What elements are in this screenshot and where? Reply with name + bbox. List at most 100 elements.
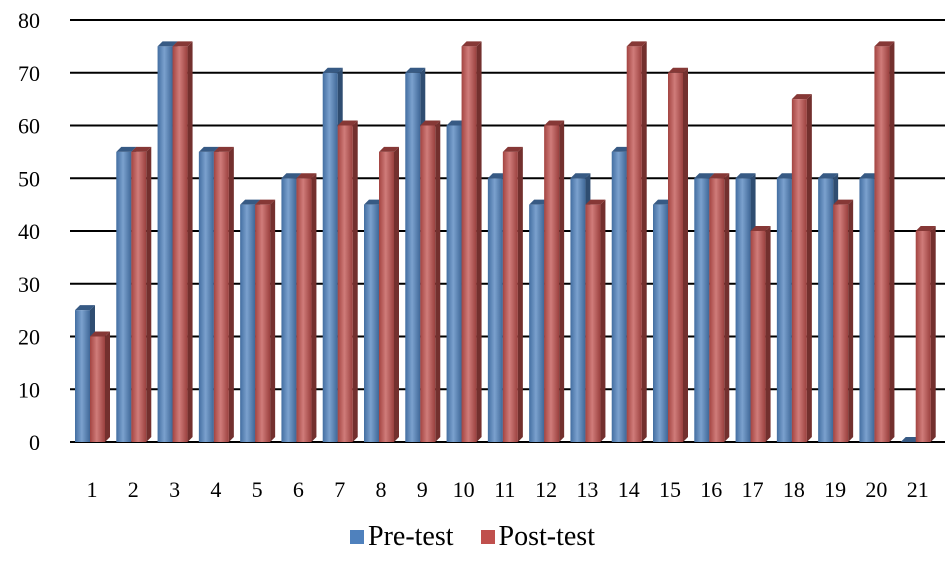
bar-side	[724, 173, 730, 442]
bar-top	[198, 146, 219, 152]
bar-top	[405, 67, 426, 73]
bar-post-test-18	[791, 94, 812, 442]
bar-side	[105, 331, 110, 442]
legend-label-pre-test: Pre-test	[368, 521, 454, 552]
bar-front	[281, 178, 297, 442]
bar-front	[859, 178, 875, 442]
bar-side	[930, 226, 936, 442]
legend-item-pre-test: Pre-test	[350, 521, 454, 553]
bar-post-test-6	[296, 173, 317, 442]
bar-top	[668, 67, 688, 73]
bar-post-test-13	[585, 199, 606, 442]
bar-top	[818, 173, 839, 179]
bar-front	[694, 178, 710, 442]
bar-post-test-14	[626, 41, 647, 442]
bar-front	[735, 178, 751, 442]
bar-front	[502, 151, 518, 442]
y-tick-label: 20	[18, 325, 40, 350]
bar-front	[750, 231, 766, 442]
bar-top	[296, 173, 317, 179]
x-tick-label: 9	[417, 477, 428, 502]
bar-post-test-1	[90, 331, 110, 442]
bar-front	[157, 46, 173, 442]
bar-front	[75, 310, 90, 442]
bar-top	[379, 146, 399, 152]
bar-front	[915, 231, 931, 442]
bar-top	[833, 199, 854, 205]
bar-front	[709, 178, 725, 442]
bar-side	[476, 41, 482, 442]
bar-top	[90, 331, 110, 337]
bar-front	[405, 72, 421, 442]
x-tick-label: 8	[376, 477, 387, 502]
x-tick-label: 12	[535, 477, 557, 502]
bar-post-test-7	[337, 120, 358, 442]
bar-front	[653, 204, 668, 442]
x-tick-label: 6	[293, 477, 304, 502]
bar-top	[915, 226, 936, 231]
x-tick-label: 3	[169, 477, 180, 502]
bar-top	[75, 305, 95, 311]
bar-post-test-20	[874, 41, 895, 442]
bar-top	[502, 146, 523, 152]
bar-top	[709, 173, 730, 179]
bar-post-test-12	[544, 120, 565, 442]
bar-post-test-8	[379, 146, 399, 442]
bar-front	[322, 72, 338, 442]
x-axis-tick-labels: 1 2 3 4 5 6 7 8 9 10 11 12 13 14 15 16 17 18 19 20 21	[87, 477, 929, 502]
bar-side	[559, 120, 565, 442]
bar-top	[337, 120, 358, 126]
bar-post-test-21	[915, 226, 936, 442]
x-tick-label: 13	[576, 477, 598, 502]
bar-post-test-16	[709, 173, 730, 442]
bar-front	[626, 46, 642, 442]
bar-front	[791, 99, 807, 442]
bar-post-test-15	[668, 67, 688, 442]
bar-side	[683, 67, 688, 442]
bar-post-test-5	[255, 199, 276, 442]
bar-front	[611, 151, 627, 442]
x-tick-label: 17	[742, 477, 764, 502]
x-tick-label: 18	[783, 477, 805, 502]
y-tick-label: 80	[18, 8, 40, 33]
bar-front	[529, 204, 545, 442]
bar-top	[626, 41, 647, 47]
bar-top	[240, 199, 261, 205]
bar-post-test-19	[833, 199, 854, 442]
bar-front	[487, 178, 503, 442]
bar-post-test-10	[461, 41, 482, 442]
bar-side	[848, 199, 854, 442]
bar-front	[833, 204, 849, 442]
bar-side	[600, 199, 606, 442]
legend-swatch-post-test	[480, 530, 495, 544]
y-tick-label: 30	[18, 272, 40, 297]
x-tick-label: 19	[824, 477, 846, 502]
y-tick-label: 70	[18, 61, 40, 86]
bar-top	[131, 146, 152, 152]
bar-front	[337, 125, 353, 442]
bar-top	[461, 41, 482, 47]
bar-front	[240, 204, 256, 442]
bar-top	[750, 226, 771, 231]
bar-side	[187, 41, 193, 442]
bar-side	[641, 41, 647, 442]
bar-front	[296, 178, 312, 442]
bar-side	[435, 120, 441, 442]
bar-front	[585, 204, 601, 442]
x-tick-label: 21	[907, 477, 929, 502]
x-tick-label: 1	[87, 477, 98, 502]
bar-front	[172, 46, 188, 442]
bar-front	[213, 151, 229, 442]
bar-top	[213, 146, 234, 152]
bar-side	[765, 226, 771, 442]
bar-side	[146, 146, 152, 442]
legend-label-post-test: Post-test	[498, 521, 595, 552]
bar-front	[570, 178, 586, 442]
bar-side	[311, 173, 317, 442]
bar-top	[116, 146, 137, 152]
bar-top	[791, 94, 812, 100]
x-tick-label: 15	[659, 477, 681, 502]
legend: Pre-test Post-test	[0, 520, 945, 553]
bar-top	[172, 41, 193, 47]
